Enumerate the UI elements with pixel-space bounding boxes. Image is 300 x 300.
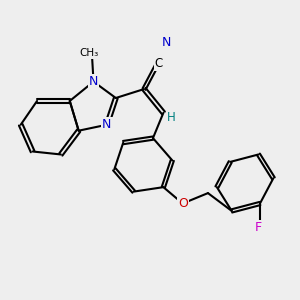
Text: CH₃: CH₃ — [80, 48, 99, 59]
Text: C: C — [155, 57, 163, 70]
Text: F: F — [255, 221, 262, 234]
Text: O: O — [178, 197, 188, 210]
Text: H: H — [167, 111, 176, 124]
Text: N: N — [102, 118, 112, 131]
Text: N: N — [89, 75, 98, 88]
Text: N: N — [162, 37, 171, 50]
